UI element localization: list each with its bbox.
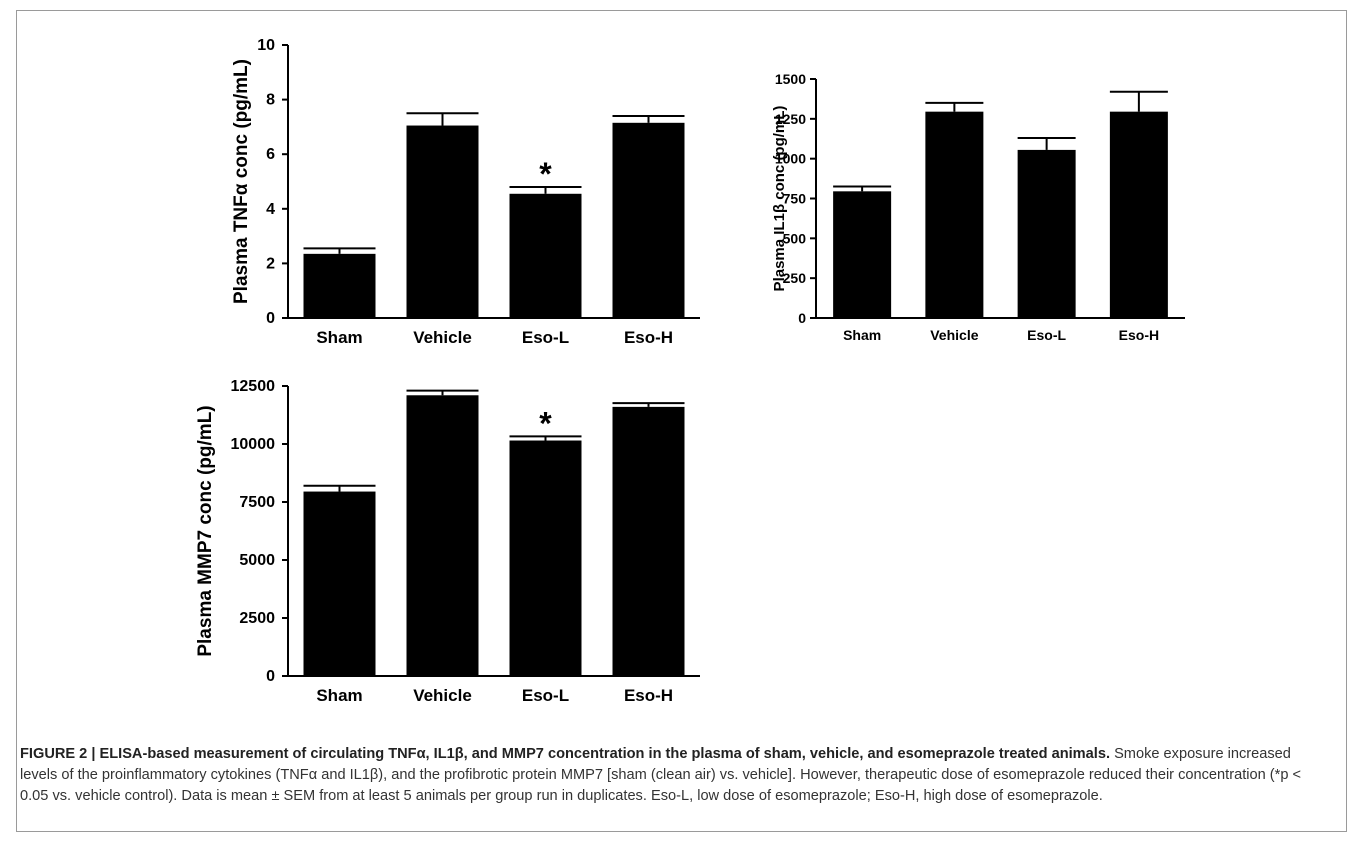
y-axis-title-il1b: Plasma IL1β conc (pg/mL) — [771, 106, 788, 292]
y-tick-label-tnfa: 2 — [266, 255, 275, 272]
x-tick-label-il1b: Eso-H — [1119, 327, 1159, 343]
y-tick-label-il1b: 750 — [783, 191, 807, 207]
bar-mmp7-2 — [509, 440, 582, 676]
x-tick-label-tnfa: Eso-H — [624, 328, 673, 347]
y-tick-label-tnfa: 8 — [266, 92, 275, 109]
y-axis-title-tnfa: Plasma TNFα conc (pg/mL) — [231, 59, 252, 304]
bar-mmp7-1 — [406, 395, 479, 676]
y-tick-label-mmp7: 0 — [266, 668, 275, 685]
y-tick-label-mmp7: 5000 — [239, 552, 275, 569]
x-tick-label-mmp7: Eso-H — [624, 686, 673, 705]
bar-tnfa-3 — [612, 122, 685, 319]
y-tick-label-il1b: 1500 — [775, 71, 806, 87]
significance-marker-tnfa: * — [539, 156, 552, 192]
caption-body: Smoke exposure increased levels of the p… — [20, 746, 1302, 804]
x-tick-label-il1b: Sham — [843, 327, 881, 343]
y-tick-label-il1b: 250 — [783, 270, 807, 286]
y-axis-title-mmp7: Plasma MMP7 conc (pg/mL) — [195, 405, 216, 656]
x-tick-label-il1b: Eso-L — [1027, 327, 1066, 343]
x-tick-label-tnfa: Vehicle — [413, 328, 472, 347]
y-tick-label-mmp7: 7500 — [239, 494, 275, 511]
x-tick-label-mmp7: Sham — [316, 686, 362, 705]
y-tick-label-il1b: 500 — [783, 230, 807, 246]
y-tick-label-il1b: 1250 — [775, 111, 806, 127]
y-tick-label-mmp7: 12500 — [231, 378, 276, 395]
y-tick-label-tnfa: 6 — [266, 146, 275, 163]
x-tick-label-tnfa: Eso-L — [522, 328, 569, 347]
y-tick-label-mmp7: 10000 — [231, 436, 276, 453]
bar-tnfa-0 — [303, 253, 376, 318]
figure-caption: FIGURE 2 | ELISA-based measurement of ci… — [20, 744, 1310, 807]
bar-mmp7-3 — [612, 406, 685, 676]
bar-il1b-3 — [1109, 111, 1168, 318]
x-tick-label-mmp7: Eso-L — [522, 686, 569, 705]
y-tick-label-il1b: 1000 — [775, 151, 806, 167]
significance-marker-mmp7: * — [539, 405, 552, 441]
bar-mmp7-0 — [303, 491, 376, 676]
bar-tnfa-2 — [509, 193, 582, 318]
y-tick-label-mmp7: 2500 — [239, 610, 275, 627]
x-tick-label-il1b: Vehicle — [930, 327, 978, 343]
bar-il1b-0 — [833, 191, 892, 318]
y-tick-label-tnfa: 4 — [266, 201, 275, 218]
caption-heading: FIGURE 2 | ELISA-based measurement of ci… — [20, 746, 1110, 762]
bar-tnfa-1 — [406, 125, 479, 318]
y-tick-label-tnfa: 10 — [257, 37, 275, 54]
y-tick-label-tnfa: 0 — [266, 310, 275, 327]
x-tick-label-mmp7: Vehicle — [413, 686, 472, 705]
bar-il1b-2 — [1017, 149, 1076, 318]
bar-il1b-1 — [925, 111, 984, 318]
y-tick-label-il1b: 0 — [798, 310, 806, 326]
x-tick-label-tnfa: Sham — [316, 328, 362, 347]
